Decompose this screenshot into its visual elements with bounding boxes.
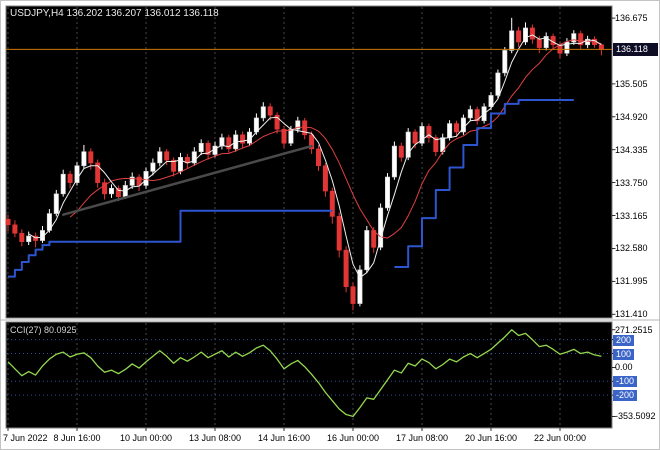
gridlines [7,7,561,431]
ma-slow-line [69,39,602,239]
indicator-label: CCI(27) 80.0925 [10,325,77,335]
stop-line [394,98,574,268]
axis-ticks [612,17,616,417]
ma-fast-line [28,34,602,279]
indicator-plot[interactable] [5,321,613,429]
symbol-quote-label: USDJPY,H4 136.202 136.207 136.012 136.11… [10,8,219,19]
main-plot[interactable] [5,5,613,319]
stop-line [8,209,333,278]
cci-level-lines [7,339,611,396]
current-price-tag: 136.118 [613,43,658,57]
cci-line [7,329,602,418]
trendline[interactable] [61,144,313,216]
